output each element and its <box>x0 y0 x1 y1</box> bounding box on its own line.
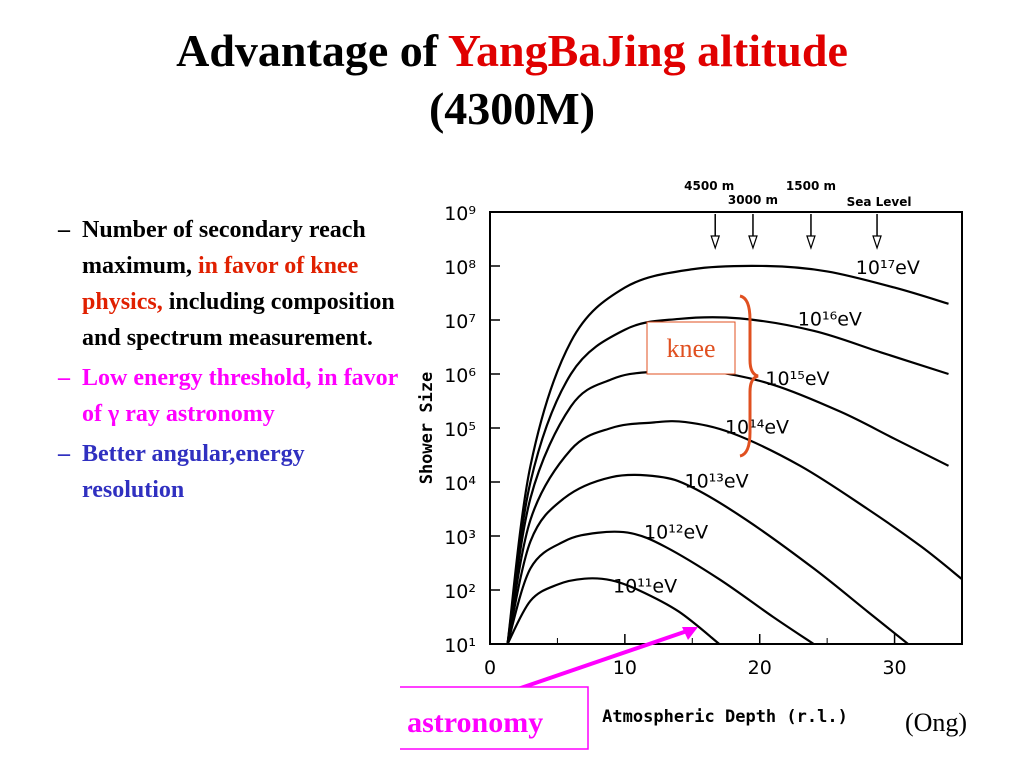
series-line-6 <box>506 577 720 644</box>
chart-labels: Shower Size Atmospheric Depth (r.l.) 10¹⁷e… <box>417 257 920 727</box>
altitude-label: 1500 m <box>786 179 836 193</box>
series-label-2: 10¹⁵eV <box>765 368 829 390</box>
y-tick-label: 10³ <box>444 527 476 549</box>
series-line-3 <box>506 420 962 644</box>
x-axis-label: Atmospheric Depth (r.l.) <box>602 707 848 727</box>
series-label-1: 10¹⁶eV <box>798 308 862 330</box>
shower-size-chart: 10⁹ 10⁸ 10⁷ 10⁶ 10⁵ 10⁴ 10³ 10² 10¹ 0 10 20 30 Showe… <box>400 179 963 750</box>
bullet-highlight: in favor of knee physics, <box>82 253 359 315</box>
altitude-label: 3000 m <box>728 193 778 207</box>
knee-label: knee <box>666 334 715 363</box>
series-label-6: 10¹¹eV <box>613 576 677 598</box>
bullet-dash: – <box>58 365 70 391</box>
x-tick-label: 20 <box>748 657 772 679</box>
series-label-4: 10¹³eV <box>685 470 749 492</box>
y-tick-label: 10¹ <box>444 635 476 657</box>
bullet-text: Better angular,energy resolution <box>82 441 305 503</box>
y-tick-label: 10² <box>444 581 476 603</box>
knee-box <box>646 321 736 375</box>
altitude-label: 4500 m <box>684 179 734 193</box>
bullet-dash: – <box>58 217 70 243</box>
y-tick-label: 10⁹ <box>444 203 476 225</box>
y-tick-label: 10⁴ <box>444 473 476 495</box>
altitude-label: Sea Level <box>847 195 912 209</box>
series-line-5 <box>506 530 815 644</box>
x-tick-label: 10 <box>613 657 637 679</box>
series-line-0 <box>506 264 949 644</box>
y-tick-label: 10⁵ <box>444 419 476 441</box>
gamma-label: γ ray astronomy <box>400 706 543 739</box>
chart-annotations: knee γ ray astronomy <box>400 294 759 750</box>
bullet-resolution: – Better angular,energy resolution <box>58 436 410 508</box>
gamma-box <box>400 686 589 750</box>
series-label-5: 10¹²eV <box>644 522 708 544</box>
title-line-1: Advantage of YangBaJing altitude <box>0 22 1024 80</box>
source-credit: (Ong) <box>905 708 968 737</box>
series-line-4 <box>506 473 909 644</box>
x-tick-label: 30 <box>882 657 906 679</box>
title-highlight: YangBaJing altitude <box>447 25 848 76</box>
y-tick-label: 10⁸ <box>444 257 476 279</box>
bullet-list: – Number of secondary reach maximum, in … <box>58 212 410 512</box>
title-prefix: Advantage of <box>176 25 439 76</box>
bullet-text: Number of secondary reach maximum, <box>82 217 366 279</box>
y-axis-label: Shower Size <box>417 372 437 485</box>
series-label-0: 10¹⁷eV <box>856 257 920 279</box>
series-line-1 <box>506 316 949 644</box>
bullet-secondary: – Number of secondary reach maximum, in … <box>58 212 410 356</box>
title-line-2: (4300M) <box>428 83 596 134</box>
slide-title: Advantage of YangBaJing altitude (4300M) <box>0 22 1024 138</box>
altitude-arrow-head <box>710 235 721 250</box>
altitude-arrow-head <box>806 235 816 250</box>
knee-brace <box>739 294 759 458</box>
gamma-arrow-head <box>682 627 698 640</box>
series-label-3: 10¹⁴eV <box>725 416 789 438</box>
altitude-arrow-head <box>748 235 758 250</box>
chart-ticks: 10⁹ 10⁸ 10⁷ 10⁶ 10⁵ 10⁴ 10³ 10² 10¹ 0 10 20 30 <box>444 203 906 679</box>
bullet-tail: including composition and spectrum measu… <box>82 289 395 351</box>
x-tick-label: 0 <box>484 657 496 679</box>
bullet-threshold: – Low energy threshold, in favor of γ ra… <box>58 360 410 432</box>
bullet-dash: – <box>58 441 70 467</box>
gamma-arrow-shaft <box>511 628 691 693</box>
altitude-arrow-head <box>872 235 882 250</box>
y-tick-label: 10⁶ <box>444 365 476 387</box>
y-tick-label: 10⁷ <box>444 311 476 333</box>
bullet-text: Low energy threshold, in favor of γ ray … <box>82 365 398 427</box>
